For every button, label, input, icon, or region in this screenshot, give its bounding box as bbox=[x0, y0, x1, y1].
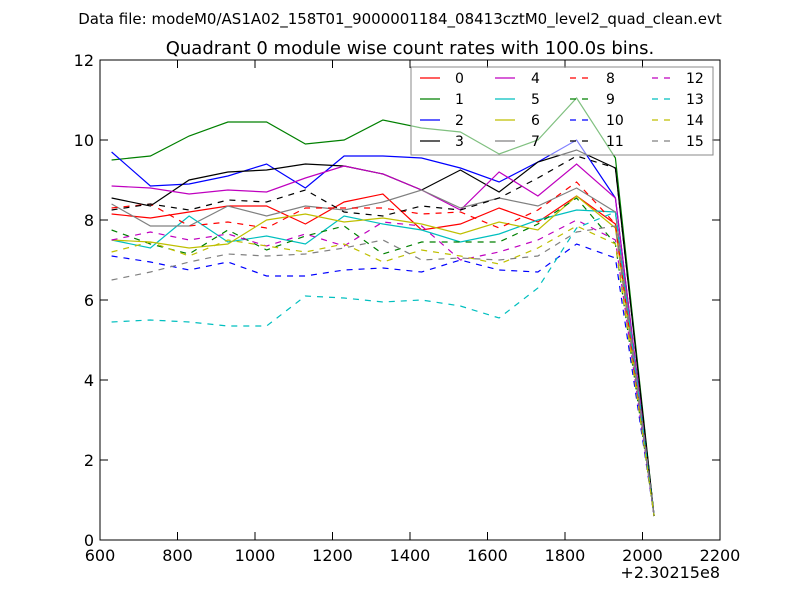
legend-item-8: 8 bbox=[570, 71, 615, 87]
series-line-7 bbox=[111, 187, 655, 517]
chart-suptitle: Data file: modeM0/AS1A02_158T01_90000011… bbox=[78, 10, 722, 29]
legend-item-14: 14 bbox=[652, 113, 704, 129]
series-line-15 bbox=[111, 225, 655, 517]
legend-item-12: 12 bbox=[652, 71, 704, 87]
legend-label: 11 bbox=[606, 134, 624, 150]
series-line-2 bbox=[111, 139, 655, 517]
x-tick-label: 1000 bbox=[235, 546, 276, 565]
y-tick-label: 8 bbox=[84, 211, 94, 230]
legend-item-2: 2 bbox=[420, 113, 464, 129]
legend-label: 3 bbox=[455, 134, 464, 150]
y-tick-label: 12 bbox=[74, 51, 94, 70]
legend-label: 4 bbox=[531, 71, 540, 87]
legend-item-1: 1 bbox=[420, 92, 464, 108]
series-line-10 bbox=[111, 243, 655, 517]
y-tick-label: 2 bbox=[84, 451, 94, 470]
y-tick-label: 0 bbox=[84, 531, 94, 550]
x-tick-label: 1200 bbox=[312, 546, 353, 565]
legend-label: 10 bbox=[606, 113, 624, 129]
x-tick-label: 2200 bbox=[700, 546, 741, 565]
series-line-8 bbox=[111, 181, 655, 517]
legend-item-5: 5 bbox=[495, 92, 540, 108]
legend-item-13: 13 bbox=[652, 92, 704, 108]
legend-label: 12 bbox=[686, 71, 704, 87]
series-line-4 bbox=[111, 163, 655, 517]
legend-label: 5 bbox=[531, 92, 540, 108]
series-layer bbox=[111, 97, 655, 517]
legend-label: 2 bbox=[455, 113, 464, 129]
x-offset-label: +2.30215e8 bbox=[620, 563, 720, 582]
legend-item-4: 4 bbox=[495, 71, 540, 87]
legend-item-7: 7 bbox=[495, 134, 540, 150]
legend-item-9: 9 bbox=[570, 92, 615, 108]
x-tick-label: 1400 bbox=[390, 546, 431, 565]
series-line-12 bbox=[111, 219, 655, 517]
series-line-14 bbox=[111, 225, 655, 517]
series-line-1 bbox=[111, 97, 655, 517]
legend-item-11: 11 bbox=[570, 134, 624, 150]
y-tick-label: 4 bbox=[84, 371, 94, 390]
series-line-3 bbox=[111, 149, 655, 517]
legend-label: 15 bbox=[686, 134, 704, 150]
legend-item-3: 3 bbox=[420, 134, 464, 150]
x-tick-label: 800 bbox=[162, 546, 193, 565]
series-line-5 bbox=[111, 209, 655, 517]
series-line-6 bbox=[111, 195, 655, 517]
legend-item-10: 10 bbox=[570, 113, 624, 129]
x-tick-label: 1600 bbox=[467, 546, 508, 565]
legend-label: 14 bbox=[686, 113, 704, 129]
legend-frame bbox=[410, 66, 714, 156]
legend-label: 0 bbox=[455, 71, 464, 87]
y-tick-label: 10 bbox=[74, 131, 94, 150]
legend-label: 6 bbox=[531, 113, 540, 129]
legend-label: 13 bbox=[686, 92, 704, 108]
x-tick-label: 1800 bbox=[545, 546, 586, 565]
x-tick-label: 600 bbox=[85, 546, 116, 565]
series-line-9 bbox=[111, 197, 655, 517]
legend-item-0: 0 bbox=[420, 71, 464, 87]
legend-label: 7 bbox=[531, 134, 540, 150]
legend-label: 8 bbox=[606, 71, 615, 87]
y-tick-label: 6 bbox=[84, 291, 94, 310]
series-line-0 bbox=[111, 193, 655, 517]
series-line-11 bbox=[111, 155, 655, 517]
legend-label: 9 bbox=[606, 92, 615, 108]
series-line-13 bbox=[111, 211, 655, 517]
legend-label: 1 bbox=[455, 92, 464, 108]
axis-ticks: 600 800 1000 1200 1400 1600 1800 2000 2200 0 2 4 6 8 1… bbox=[74, 51, 741, 565]
legend-item-6: 6 bbox=[495, 113, 540, 129]
legend-item-15: 15 bbox=[652, 134, 704, 150]
chart-title: Quadrant 0 module wise count rates with … bbox=[166, 38, 655, 59]
x-tick-label: 2000 bbox=[622, 546, 663, 565]
